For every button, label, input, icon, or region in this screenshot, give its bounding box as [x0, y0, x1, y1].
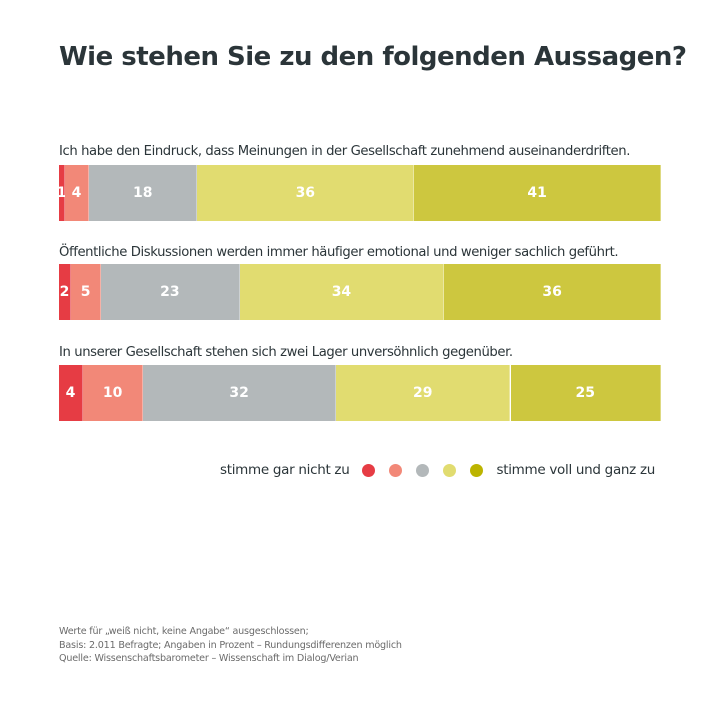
bar-segment: 5 — [71, 264, 102, 320]
stacked-bar: 2 5 23 34 36 — [59, 264, 661, 320]
bar-segment: 23 — [101, 264, 240, 320]
legend-dot — [389, 463, 403, 477]
bar-segment: 4 — [59, 365, 84, 421]
question-label: Ich habe den Eindruck, dass Meinungen in… — [59, 144, 631, 159]
stacked-bar: 4 10 32 29 25 — [59, 365, 661, 421]
bar-segment: 34 — [239, 264, 445, 320]
bar-segment: 36 — [444, 264, 661, 320]
footnote: Basis: 2.011 Befragte; Angaben in Prozen… — [59, 639, 402, 651]
legend: stimme gar nicht zu stimme voll und ganz… — [214, 462, 661, 478]
footnotes: Werte für „weiß nicht, keine Angabe“ aus… — [59, 625, 402, 666]
footnote: Quelle: Wissenschaftsbarometer – Wissens… — [59, 653, 359, 664]
question-label: Öffentliche Diskussionen werden immer hä… — [59, 245, 619, 260]
bar-segment: 10 — [83, 365, 144, 421]
legend-dot — [362, 463, 376, 477]
bar-segment: 25 — [510, 365, 661, 421]
bar-segment: 32 — [143, 365, 336, 421]
legend-dot — [443, 463, 457, 477]
legend-right-label: stimme voll und ganz zu — [496, 462, 655, 478]
question-label: In unserer Gesellschaft stehen sich zwei… — [59, 345, 513, 360]
bar-segment: 41 — [414, 165, 661, 221]
bar-segment: 4 — [65, 165, 90, 221]
bar-segment: 18 — [89, 165, 198, 221]
legend-dot — [416, 463, 430, 477]
legend-dot — [470, 463, 484, 477]
stacked-bar: 1 4 18 36 41 — [57, 165, 661, 221]
footnote: Werte für „weiß nicht, keine Angabe“ aus… — [59, 626, 309, 637]
bar-segment: 2 — [59, 264, 72, 320]
bar-segment: 36 — [197, 165, 415, 221]
bar-segment: 1 — [57, 165, 66, 221]
bar-segment: 29 — [335, 365, 511, 421]
chart-title: Wie stehen Sie zu den folgenden Aussagen… — [59, 42, 687, 72]
legend-left-label: stimme gar nicht zu — [220, 462, 350, 478]
